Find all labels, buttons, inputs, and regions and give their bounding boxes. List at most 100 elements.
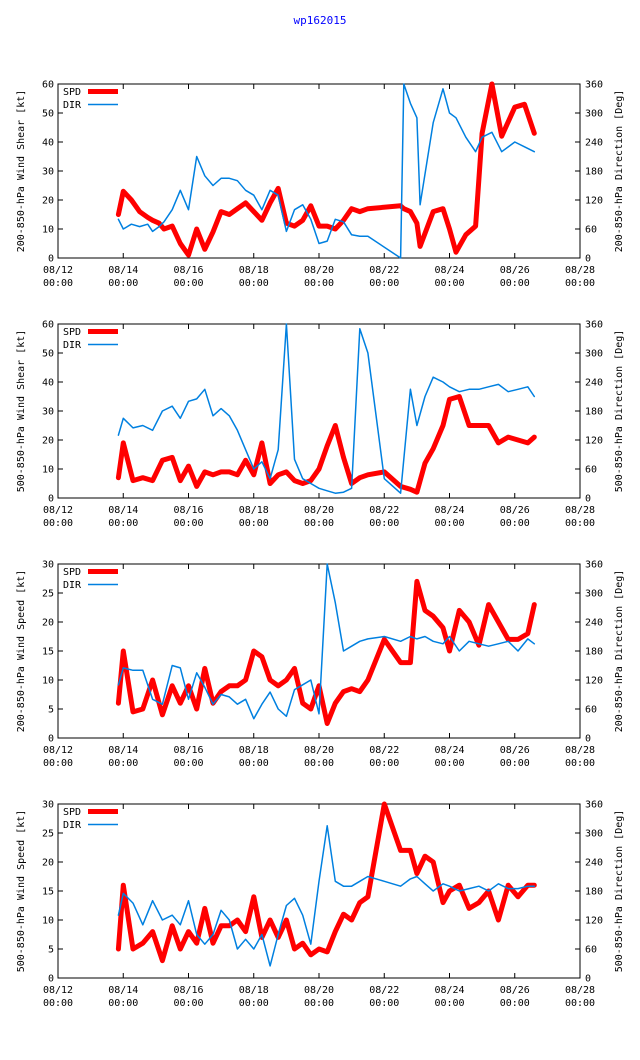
y-tick-label: 0 <box>48 254 54 265</box>
y-tick-label: 25 <box>42 829 54 840</box>
legend-label-spd: SPD <box>63 567 81 578</box>
y2-axis-label: 200-850-hPa Direction [Deg] <box>614 570 625 733</box>
y-tick-label: 30 <box>42 407 54 418</box>
legend-label-dir: DIR <box>63 580 82 591</box>
y2-tick-label: 180 <box>585 647 603 658</box>
chart-panel-2: 0 10 20 30 40 50 60 0 60 120 180 240 300 360 08/12 00:0… <box>16 320 625 530</box>
y2-tick-label: 180 <box>585 407 603 418</box>
x-tick-label-time: 00:00 <box>108 518 138 529</box>
y-tick-label: 25 <box>42 589 54 600</box>
x-tick-label-date: 08/16 <box>173 745 203 756</box>
x-tick-label-time: 00:00 <box>239 998 269 1009</box>
y2-tick-label: 120 <box>585 436 603 447</box>
x-tick-label-date: 08/12 <box>43 505 73 516</box>
x-tick-label-time: 00:00 <box>500 278 530 289</box>
x-tick-label-date: 08/18 <box>239 985 269 996</box>
x-tick-label-date: 08/24 <box>434 265 464 276</box>
x-tick-label-date: 08/24 <box>434 505 464 516</box>
y2-tick-label: 240 <box>585 618 603 629</box>
x-tick-label-time: 00:00 <box>239 278 269 289</box>
plot-frame <box>57 83 581 259</box>
y2-tick-label: 0 <box>585 254 591 265</box>
y2-tick-label: 60 <box>585 705 597 716</box>
x-tick-label-date: 08/14 <box>108 985 138 996</box>
series-spd-line <box>115 81 537 258</box>
legend-label-dir: DIR <box>63 340 82 351</box>
x-tick-label-time: 00:00 <box>500 518 530 529</box>
y-tick-label: 30 <box>42 560 54 571</box>
y2-axis-label: 500-850-hPa Direction [Deg] <box>614 810 625 973</box>
x-tick-label-date: 08/26 <box>500 265 530 276</box>
y-tick-label: 50 <box>42 109 54 120</box>
y-axis-label: 500-850-hPa Wind Shear [kt] <box>16 330 27 493</box>
legend-label-spd: SPD <box>63 807 81 818</box>
x-tick-label-date: 08/12 <box>43 985 73 996</box>
series-spd-line <box>115 394 537 495</box>
y-tick-label: 0 <box>48 974 54 985</box>
y-tick-label: 10 <box>42 465 54 476</box>
legend-label-dir: DIR <box>63 100 82 111</box>
x-tick-label-time: 00:00 <box>173 278 203 289</box>
x-tick-label-time: 00:00 <box>565 518 595 529</box>
x-tick-label-time: 00:00 <box>239 518 269 529</box>
y2-tick-label: 300 <box>585 589 603 600</box>
y-tick-label: 10 <box>42 225 54 236</box>
x-tick-label-time: 00:00 <box>500 998 530 1009</box>
legend-label-spd: SPD <box>63 87 81 98</box>
y-tick-label: 0 <box>48 734 54 745</box>
y2-tick-label: 300 <box>585 829 603 840</box>
y-tick-label: 5 <box>48 945 54 956</box>
x-tick-label-date: 08/22 <box>369 505 399 516</box>
y-tick-label: 20 <box>42 196 54 207</box>
x-tick-label-date: 08/20 <box>304 265 334 276</box>
x-tick-label-date: 08/22 <box>369 985 399 996</box>
x-tick-label-time: 00:00 <box>173 518 203 529</box>
x-tick-label-date: 08/20 <box>304 985 334 996</box>
y-tick-label: 15 <box>42 887 54 898</box>
y2-tick-label: 360 <box>585 800 603 811</box>
y2-tick-label: 240 <box>585 378 603 389</box>
x-tick-label-time: 00:00 <box>565 998 595 1009</box>
y2-tick-label: 0 <box>585 974 591 985</box>
x-tick-label-time: 00:00 <box>43 758 73 769</box>
x-tick-label-time: 00:00 <box>434 998 464 1009</box>
y2-tick-label: 120 <box>585 196 603 207</box>
x-tick-label-date: 08/16 <box>173 265 203 276</box>
x-tick-label-date: 08/20 <box>304 505 334 516</box>
x-tick-label-date: 08/28 <box>565 505 595 516</box>
y-tick-label: 0 <box>48 494 54 505</box>
x-tick-label-date: 08/18 <box>239 265 269 276</box>
x-tick-label-time: 00:00 <box>565 278 595 289</box>
y-tick-label: 20 <box>42 858 54 869</box>
series-dir-line <box>117 323 536 494</box>
y-tick-label: 40 <box>42 138 54 149</box>
y-tick-label: 60 <box>42 80 54 91</box>
x-tick-label-time: 00:00 <box>434 278 464 289</box>
x-tick-label-time: 00:00 <box>434 758 464 769</box>
series-dir-line <box>117 563 536 720</box>
x-tick-label-time: 00:00 <box>369 998 399 1009</box>
y-tick-label: 40 <box>42 378 54 389</box>
y-tick-label: 10 <box>42 916 54 927</box>
x-tick-label-date: 08/22 <box>369 265 399 276</box>
x-tick-label-time: 00:00 <box>304 998 334 1009</box>
y2-tick-label: 0 <box>585 734 591 745</box>
x-tick-label-time: 00:00 <box>304 278 334 289</box>
x-tick-label-time: 00:00 <box>108 758 138 769</box>
y-axis-label: 500-850-hPa Wind Speed [kt] <box>16 810 27 973</box>
y2-axis-label: 200-850-hPa Direction [Deg] <box>614 90 625 253</box>
x-tick-label-date: 08/28 <box>565 985 595 996</box>
y-tick-label: 20 <box>42 618 54 629</box>
y-tick-label: 20 <box>42 436 54 447</box>
x-tick-label-time: 00:00 <box>43 278 73 289</box>
x-tick-label-date: 08/26 <box>500 985 530 996</box>
x-tick-label-time: 00:00 <box>500 758 530 769</box>
x-tick-label-date: 08/20 <box>304 745 334 756</box>
chart-panel-3: 05101520253006012018024030036008/1200:00… <box>16 560 625 770</box>
y2-tick-label: 120 <box>585 916 603 927</box>
y-tick-label: 30 <box>42 800 54 811</box>
y2-tick-label: 120 <box>585 676 603 687</box>
x-tick-label-date: 08/12 <box>43 745 73 756</box>
y2-tick-label: 60 <box>585 225 597 236</box>
